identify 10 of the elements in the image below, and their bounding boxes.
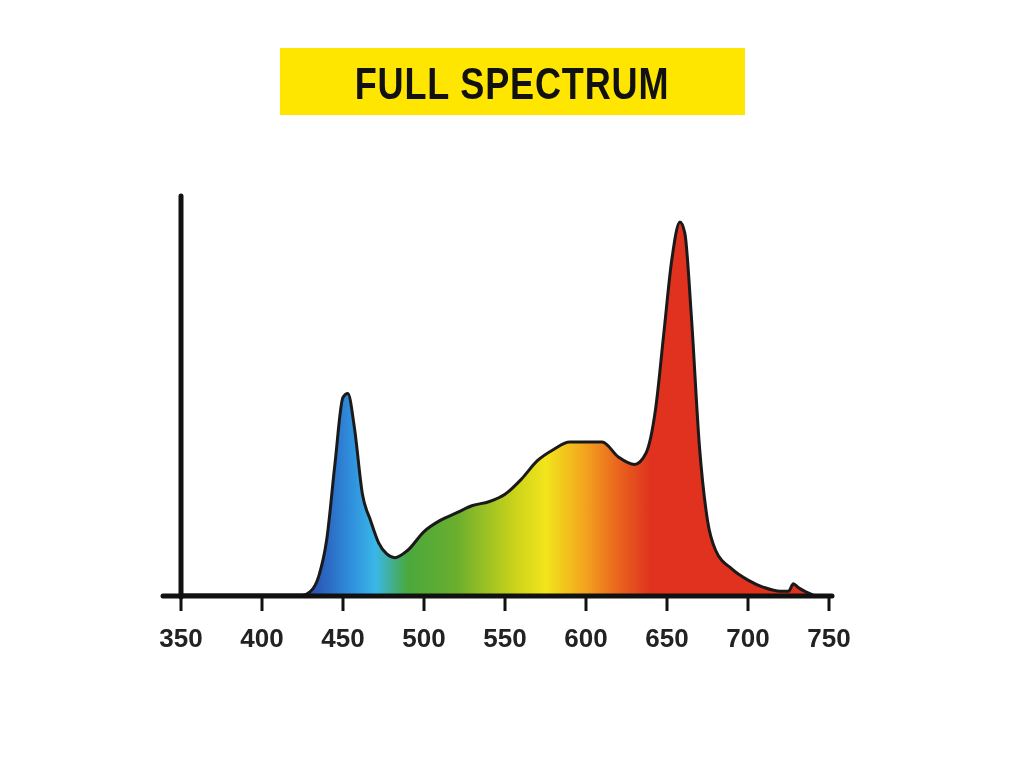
chart-title: FULL SPECTRUM bbox=[354, 59, 670, 109]
x-tick-label: 500 bbox=[402, 623, 446, 653]
x-tick-label: 400 bbox=[240, 623, 284, 653]
x-tick-label: 750 bbox=[807, 623, 851, 653]
x-tick-label: 350 bbox=[159, 623, 203, 653]
x-tick-label: 550 bbox=[483, 623, 527, 653]
x-tick-label: 450 bbox=[321, 623, 365, 653]
x-tick-label: 700 bbox=[726, 623, 770, 653]
x-tick-label: 600 bbox=[564, 623, 608, 653]
x-tick-label: 650 bbox=[645, 623, 689, 653]
